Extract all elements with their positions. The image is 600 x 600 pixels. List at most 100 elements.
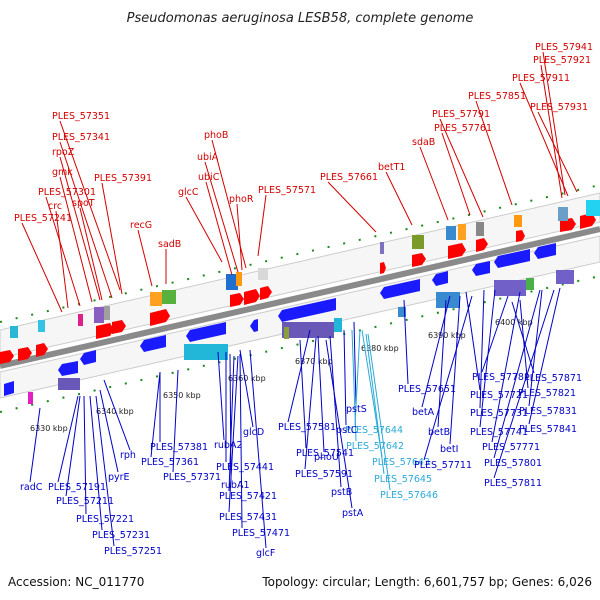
gene-label-reverse: PLES_57441 — [216, 462, 274, 473]
gene-label-forward: PLES_57391 — [94, 173, 152, 184]
gene-label-reverse: PLES_57801 — [484, 458, 542, 469]
gene-label-reverse: rubA2 — [214, 440, 243, 451]
gene-label-forward: PLES_57931 — [530, 102, 588, 113]
gene-label-reverse: PLES_57591 — [295, 469, 353, 480]
leader-line — [236, 203, 243, 271]
feature-box — [514, 215, 522, 227]
leader-line — [354, 329, 361, 426]
feature-box — [586, 200, 600, 216]
gene-arrow — [380, 262, 386, 274]
feature-box — [150, 292, 162, 306]
gene-label-reverse: pstC — [336, 425, 358, 436]
gene-label-reverse: PLES_57646 — [380, 490, 438, 501]
leader-line — [239, 349, 254, 428]
leader-line — [172, 369, 179, 473]
leader-line — [449, 295, 461, 445]
gene-arrow — [472, 261, 490, 276]
gene-label-reverse: glcD — [243, 427, 264, 438]
leader-line — [257, 194, 267, 257]
gene-label-reverse: PLES_57644 — [345, 425, 403, 436]
gene-label-reverse: PLES_57811 — [484, 478, 542, 489]
gene-label-forward: glcC — [178, 187, 199, 198]
feature-box — [28, 392, 33, 404]
gene-label-forward: PLES_57761 — [434, 123, 492, 134]
gene-label-reverse: PLES_57471 — [232, 528, 290, 539]
leader-line — [57, 395, 79, 483]
guide-track-outer-bottom — [0, 275, 600, 413]
gene-label-forward: ubiC — [198, 172, 220, 183]
leader-line — [229, 353, 232, 481]
gene-arrow — [58, 361, 78, 376]
tick-label: 6350 kbp — [163, 391, 201, 400]
feature-box — [282, 322, 334, 338]
map-title: Pseudomonas aeruginosa LESB58, complete … — [127, 11, 474, 26]
gene-label-forward: phoR — [229, 194, 254, 205]
genome-summary-text: Topology: circular; Length: 6,601,757 bp… — [261, 575, 592, 589]
gene-label-reverse: PLES_57231 — [92, 530, 150, 541]
gene-arrow — [516, 230, 525, 242]
forward-genes — [0, 213, 596, 364]
gene-label-reverse: radC — [20, 482, 43, 493]
gene-label-reverse: PLES_57721 — [470, 390, 528, 401]
leader-line — [59, 156, 101, 301]
leader-line — [423, 295, 473, 461]
tick-label: 6380 kbp — [361, 344, 399, 353]
leader-line — [299, 339, 307, 449]
leader-line — [137, 229, 153, 287]
leader-line — [493, 289, 555, 479]
leader-line — [29, 407, 41, 483]
gene-label-reverse: PLES_57831 — [519, 406, 577, 417]
gene-label-forward: PLES_57941 — [535, 42, 593, 53]
feature-box — [58, 378, 80, 390]
gene-label-reverse: PLES_57211 — [56, 496, 114, 507]
guide-track-outer-top — [0, 184, 600, 323]
gene-label-reverse: pstS — [346, 404, 367, 415]
gene-label-reverse: PLES_57371 — [163, 472, 221, 483]
leader-line — [441, 132, 471, 216]
leader-line — [367, 333, 391, 491]
leader-line — [150, 371, 161, 458]
leader-line — [65, 395, 81, 497]
gene-label-reverse: glcF — [256, 548, 275, 559]
gene-label-reverse: PLES_57771 — [482, 442, 540, 453]
feature-box — [184, 344, 228, 360]
gene-arrow — [244, 289, 260, 305]
leader-line — [327, 181, 377, 233]
gene-arrow — [412, 253, 426, 267]
feature-box — [104, 306, 110, 320]
leader-line — [89, 395, 103, 531]
tick-label: 6360 kbp — [228, 374, 266, 383]
feature-box — [558, 207, 568, 221]
accession-text: Accession: NC_011770 — [8, 575, 144, 589]
leader-line — [228, 355, 239, 513]
forward-feature-boxes — [10, 200, 600, 338]
gene-label-reverse: betA — [412, 407, 435, 418]
gene-label-forward: sadB — [158, 239, 181, 250]
leader-line — [45, 196, 81, 307]
feature-box — [258, 268, 268, 280]
leader-line — [101, 182, 123, 295]
gene-label-reverse: phoU — [314, 452, 339, 463]
leader-line — [55, 210, 69, 309]
gene-label-forward: betT1 — [378, 162, 405, 173]
gene-labels: PLES_57941 PLES_57921 PLES_57911 PLES_57851… — [14, 42, 593, 559]
gene-arrow — [4, 381, 14, 396]
gene-label-reverse: PLES_57191 — [48, 482, 106, 493]
leader-line — [528, 287, 561, 425]
leader-line — [479, 289, 496, 428]
leader-line — [491, 291, 521, 443]
leader-line — [79, 207, 103, 301]
leader-line — [493, 289, 541, 459]
gene-label-reverse: PLES_57361 — [141, 457, 199, 468]
gene-arrow — [80, 350, 96, 365]
gene-arrow — [494, 249, 530, 268]
gene-label-reverse: PLES_57643 — [372, 457, 430, 468]
feature-box — [398, 307, 406, 317]
leader-line — [95, 395, 115, 547]
gene-label-forward: recG — [130, 220, 152, 231]
gene-arrow — [186, 322, 226, 342]
gene-label-reverse: betI — [440, 444, 458, 455]
feature-box — [494, 280, 526, 296]
